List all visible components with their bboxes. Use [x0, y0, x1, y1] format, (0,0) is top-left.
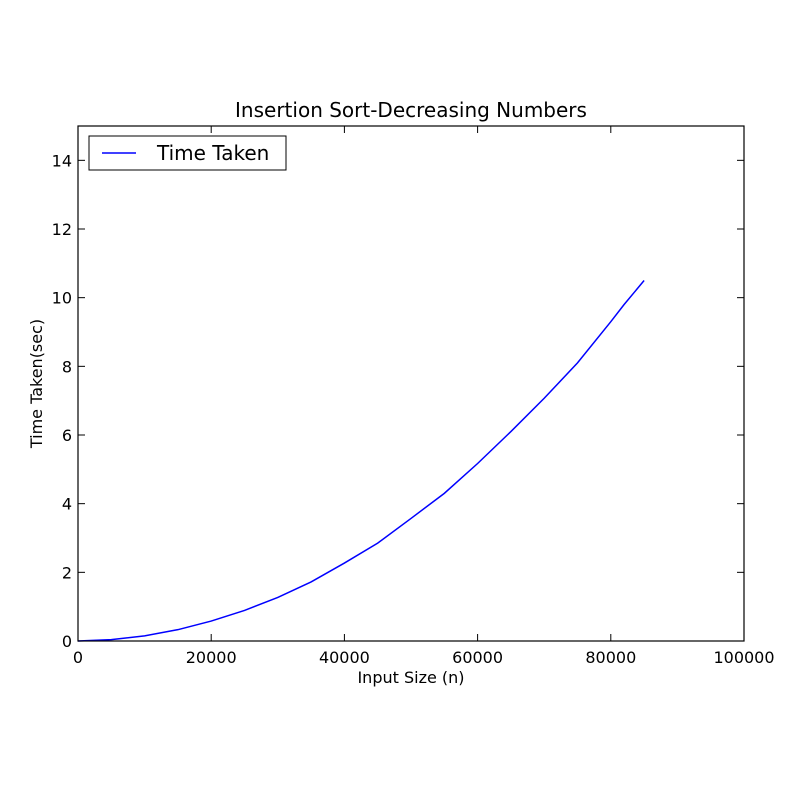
y-tick-label: 2: [62, 563, 72, 582]
plot-area-frame: [77, 125, 745, 642]
x-tick-label: 40000: [319, 648, 370, 667]
x-axis-ticks: 0 20000 40000 60000 80000 100000: [73, 126, 775, 667]
legend: Time Taken: [88, 135, 287, 171]
x-tick-label: 80000: [585, 648, 636, 667]
y-axis-ticks: 0 2 4 6 8 10 12 14: [52, 151, 744, 651]
y-tick-label: 14: [52, 151, 72, 170]
y-axis-label: Time Taken(sec): [27, 319, 46, 449]
chart-title: Insertion Sort-Decreasing Numbers: [235, 98, 587, 122]
x-tick-label: 100000: [713, 648, 774, 667]
x-tick-label: 20000: [186, 648, 237, 667]
y-tick-label: 0: [62, 632, 72, 651]
legend-label-time-taken: Time Taken: [156, 141, 269, 165]
y-tick-label: 6: [62, 426, 72, 445]
y-tick-label: 8: [62, 357, 72, 376]
x-tick-label: 0: [73, 648, 83, 667]
x-axis-label: Input Size (n): [357, 668, 464, 687]
series-line-0: [77, 280, 645, 642]
y-tick-label: 12: [52, 220, 72, 239]
y-tick-label: 10: [52, 289, 72, 308]
series-layer: [77, 280, 645, 642]
y-tick-label: 4: [62, 495, 72, 514]
x-tick-label: 60000: [452, 648, 503, 667]
